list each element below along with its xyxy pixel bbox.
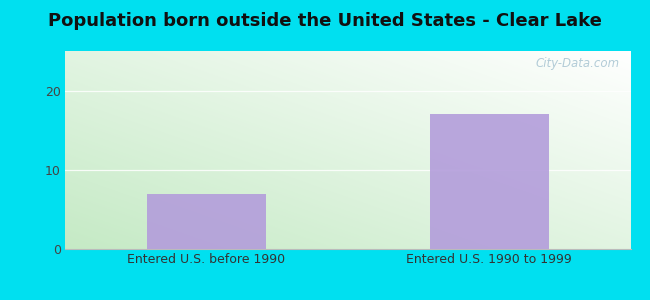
Bar [430, 114, 549, 249]
Text: City-Data.com: City-Data.com [535, 57, 619, 70]
Bar [147, 194, 266, 249]
Text: Population born outside the United States - Clear Lake: Population born outside the United State… [48, 12, 602, 30]
